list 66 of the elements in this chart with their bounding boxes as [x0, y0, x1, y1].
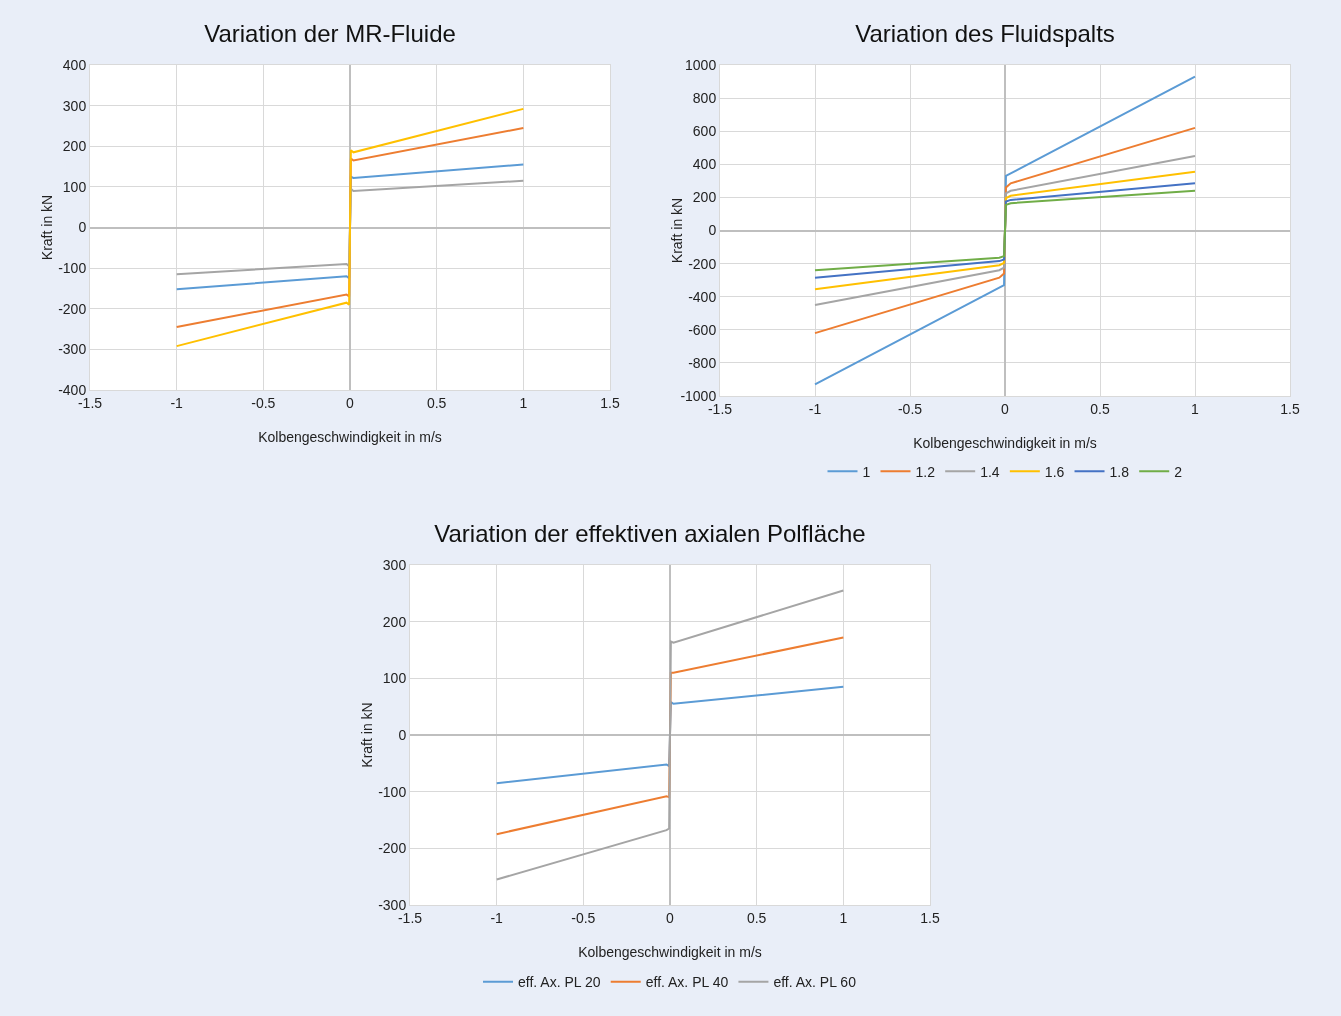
y-tick-label: 400: [692, 156, 717, 173]
y-tick-label: 300: [382, 556, 407, 573]
y-tick-label: -300: [58, 341, 87, 358]
legend-label: 1: [862, 463, 871, 480]
y-tick-label: -800: [688, 354, 717, 371]
line-series: [175, 107, 525, 348]
y-tick-label: 400: [62, 56, 87, 73]
y-tick-label: 200: [382, 613, 407, 630]
x-tick-label: -1: [490, 909, 504, 926]
x-tick-label: 0: [346, 394, 355, 411]
y-tick-label: -100: [58, 260, 87, 277]
legend-label: 1.8: [1109, 463, 1130, 480]
x-tick-label: -0.5: [571, 909, 596, 926]
x-tick-label: -0.5: [251, 394, 276, 411]
y-tick-label: -600: [688, 321, 717, 338]
legend-label: eff. Ax. PL 20: [518, 974, 601, 991]
y-tick-label: 200: [692, 189, 717, 206]
y-tick-label: 200: [62, 138, 87, 155]
line-series: [495, 589, 845, 881]
legend-label: 1.6: [1044, 463, 1065, 480]
y-tick-label: 100: [62, 178, 87, 195]
x-tick-label: 0.5: [426, 394, 447, 411]
legend-label: 1.2: [915, 463, 936, 480]
y-tick-label: 100: [382, 670, 407, 687]
x-tick-label: -0.5: [897, 400, 923, 417]
x-tick-label: -1: [170, 394, 184, 411]
legend-label: eff. Ax. PL 60: [773, 974, 857, 991]
y-tick-label: 600: [692, 123, 717, 140]
line-series: [175, 179, 525, 276]
x-tick-label: 1: [839, 909, 848, 926]
x-tick-label: 1.5: [600, 394, 620, 411]
legend-label: eff. Ax. PL 40: [645, 974, 729, 991]
x-tick-label: 1: [519, 394, 528, 411]
y-tick-label: -100: [378, 783, 407, 800]
chart-title: Variation des Fluidspalts: [855, 19, 1115, 47]
x-tick-label: 1.5: [920, 909, 940, 926]
line-series: [814, 170, 1196, 291]
y-tick-label: 0: [708, 222, 717, 239]
x-tick-label: 0.5: [746, 909, 767, 926]
y-axis-title: Kraft in kN: [669, 197, 685, 264]
y-axis-title: Kraft in kN: [359, 702, 375, 768]
y-tick-label: -400: [688, 288, 717, 305]
x-axis-title: Kolbengeschwindigkeit in m/s: [258, 429, 442, 445]
y-tick-label: -200: [58, 300, 87, 317]
x-tick-label: 1.5: [1280, 400, 1300, 417]
chart-title: Variation der effektiven axialen Polfläche: [434, 519, 866, 547]
y-tick-label: 1000: [685, 56, 717, 73]
y-tick-label: 0: [78, 219, 87, 236]
y-axis-title: Kraft in kN: [39, 194, 55, 261]
line-series: [495, 685, 845, 785]
x-tick-label: 1: [1191, 400, 1200, 417]
x-axis-title: Kolbengeschwindigkeit in m/s: [578, 944, 762, 960]
x-tick-label: -1: [808, 400, 822, 417]
line-series: [814, 155, 1196, 306]
legend-label: 1.4: [980, 463, 1000, 480]
y-tick-label: 800: [692, 90, 717, 106]
chart-title: Variation der MR-Fluide: [204, 19, 456, 47]
x-axis-title: Kolbengeschwindigkeit in m/s: [913, 435, 1097, 451]
x-tick-label: 0: [1001, 400, 1010, 417]
x-tick-label: 0: [666, 909, 675, 926]
y-tick-label: -200: [378, 840, 407, 857]
y-tick-label: 0: [398, 726, 407, 743]
y-tick-label: -200: [688, 255, 717, 272]
y-tick-label: 300: [62, 97, 87, 114]
legend-label: 2: [1174, 463, 1183, 480]
x-tick-label: 0.5: [1090, 400, 1110, 417]
